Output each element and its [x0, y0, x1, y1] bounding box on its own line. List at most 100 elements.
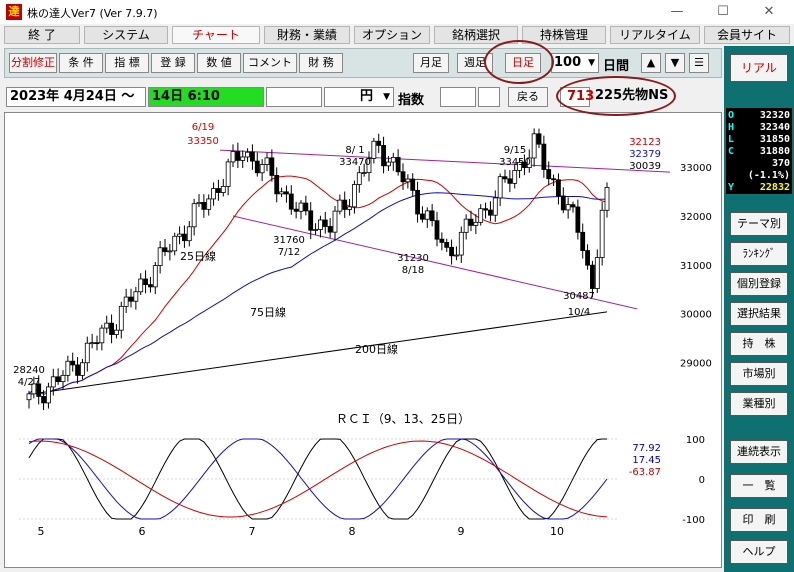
candle-body — [109, 322, 114, 335]
print-button[interactable]: 印 刷 — [730, 508, 788, 532]
count-select[interactable]: 100 ▼ — [551, 53, 599, 73]
market-button[interactable]: 市場別 — [730, 362, 788, 386]
theme-button[interactable]: テーマ別 — [730, 212, 788, 236]
candle-body — [381, 145, 386, 167]
candle-body — [585, 250, 590, 266]
candle-body — [483, 208, 488, 211]
menu-holdings[interactable]: 持株管理 — [522, 26, 606, 44]
candle-body — [356, 172, 362, 185]
unit-select[interactable]: 円 ▼ — [324, 87, 394, 107]
menu-options[interactable]: オプション — [354, 26, 430, 44]
candle-body — [551, 178, 556, 181]
candle-body — [46, 386, 51, 404]
candle-body — [26, 393, 32, 401]
selection-result-button[interactable]: 選択結果 — [730, 302, 788, 326]
value-button[interactable]: 数 値 — [197, 53, 241, 73]
menu-financials[interactable]: 財務・業績 — [264, 26, 350, 44]
quote-box: O 32320 H 32340 L 31850 C 31880 370 (-1.1%) … — [726, 108, 792, 194]
menu-exit[interactable]: 終 了 — [4, 26, 80, 44]
candle-body — [308, 210, 314, 231]
candle-body — [526, 157, 532, 168]
holdings-button[interactable]: 持 株 — [730, 332, 788, 356]
candle-body — [546, 169, 552, 180]
candle-body — [70, 360, 76, 366]
indicator-button[interactable]: 指 標 — [105, 53, 149, 73]
quote-change: 370 — [771, 158, 790, 169]
up-arrow-button[interactable]: ▲ — [641, 53, 661, 73]
start-date-field[interactable]: 2023年 4月24日 〜 — [6, 87, 146, 107]
count-value: 100 — [554, 55, 582, 70]
candle-body — [167, 250, 173, 253]
quote-change-pct: (-1.1%) — [747, 170, 790, 181]
candle-body — [284, 191, 289, 195]
comment-button[interactable]: コメント — [243, 53, 297, 73]
candle-body — [240, 156, 246, 161]
continuous-display-button[interactable]: 連続表示 — [730, 440, 788, 464]
menu-bar: 終 了 システム チャート 財務・業績 オプション 銘柄選択 持株管理 リアルタ… — [0, 24, 794, 46]
ranking-button[interactable]: ﾗﾝｷﾝｸﾞ — [730, 242, 788, 266]
help-button[interactable]: ヘルプ — [730, 540, 788, 564]
sector-button[interactable]: 業種別 — [730, 392, 788, 416]
text-layer: 33000 32000 31000 30000 29000 5 6 7 8 9 10 100 0 -100… — [13, 122, 712, 538]
time-field: 14日 6:10 — [148, 87, 264, 107]
down-arrow-button[interactable]: ▼ — [665, 53, 685, 73]
back-button[interactable]: 戻る — [508, 87, 548, 107]
candle-body — [303, 202, 309, 212]
menu-realtime[interactable]: リアルタイム — [610, 26, 700, 44]
candle-body — [259, 164, 265, 174]
chart-svg: 33000 32000 31000 30000 29000 5 6 7 8 9 10 100 0 -100… — [13, 122, 712, 538]
candle-body — [415, 189, 420, 215]
price-annotation: 8/18 — [402, 265, 424, 276]
price-annotation: 33470 — [339, 157, 371, 168]
chart-area[interactable]: 33000 32000 31000 30000 29000 5 6 7 8 9 10 100 0 -100… — [4, 112, 722, 568]
candle-body — [157, 247, 163, 266]
candle-body — [371, 140, 377, 159]
candle-body — [492, 197, 498, 216]
minimize-button[interactable]: — — [670, 4, 684, 19]
price-tick-label: 29000 — [680, 359, 712, 370]
rci25-line — [28, 440, 608, 518]
candle-body — [570, 204, 576, 208]
condition-button[interactable]: 条 件 — [59, 53, 103, 73]
menu-lines-button[interactable]: ☰ — [689, 53, 709, 73]
menu-chart[interactable]: チャート — [172, 26, 260, 44]
menu-member-site[interactable]: 会員サイト — [704, 26, 790, 44]
list-button[interactable]: 一 覧 — [730, 474, 788, 498]
candle-body — [386, 161, 391, 167]
ma-label: 200日線 — [355, 342, 398, 356]
close-button[interactable]: ✕ — [763, 4, 775, 19]
maximize-button[interactable]: ☐ — [717, 4, 729, 19]
menu-stock-select[interactable]: 銘柄選択 — [434, 26, 518, 44]
split-adjust-button[interactable]: 分割修正 — [9, 53, 57, 73]
candle-body — [580, 231, 586, 251]
candle-body — [531, 133, 537, 159]
candle-body — [89, 342, 95, 345]
month-label: 7 — [249, 525, 256, 538]
quote-open: O 32320 — [728, 110, 790, 121]
candle-body — [347, 206, 352, 210]
price-annotation: 8/ 1 — [345, 145, 364, 156]
price-tick-label: 31000 — [680, 261, 712, 272]
candle-body — [376, 140, 382, 146]
candle-body — [594, 257, 600, 289]
highlight-circle-daily — [484, 40, 554, 84]
register-button[interactable]: 登 録 — [151, 53, 195, 73]
candle-body — [55, 376, 61, 383]
price-annotation: 6/19 — [192, 122, 214, 133]
candle-body — [36, 383, 42, 397]
candle-body — [148, 284, 153, 288]
candle-body — [507, 178, 513, 184]
candle-body — [80, 362, 85, 376]
individual-register-button[interactable]: 個別登録 — [730, 272, 788, 296]
menu-system[interactable]: システム — [84, 26, 168, 44]
price-annotation: 4/27 — [18, 377, 40, 388]
candle-body — [342, 199, 348, 210]
candle-body — [556, 179, 561, 197]
candle-body — [99, 327, 105, 344]
index-label: 指数 — [398, 93, 425, 108]
realtime-button[interactable]: リアル — [730, 54, 788, 82]
monthly-button[interactable]: 月足 — [413, 53, 449, 73]
finance-button[interactable]: 財 務 — [299, 53, 343, 73]
resistance-trendline — [219, 149, 671, 173]
candle-body — [473, 221, 479, 226]
